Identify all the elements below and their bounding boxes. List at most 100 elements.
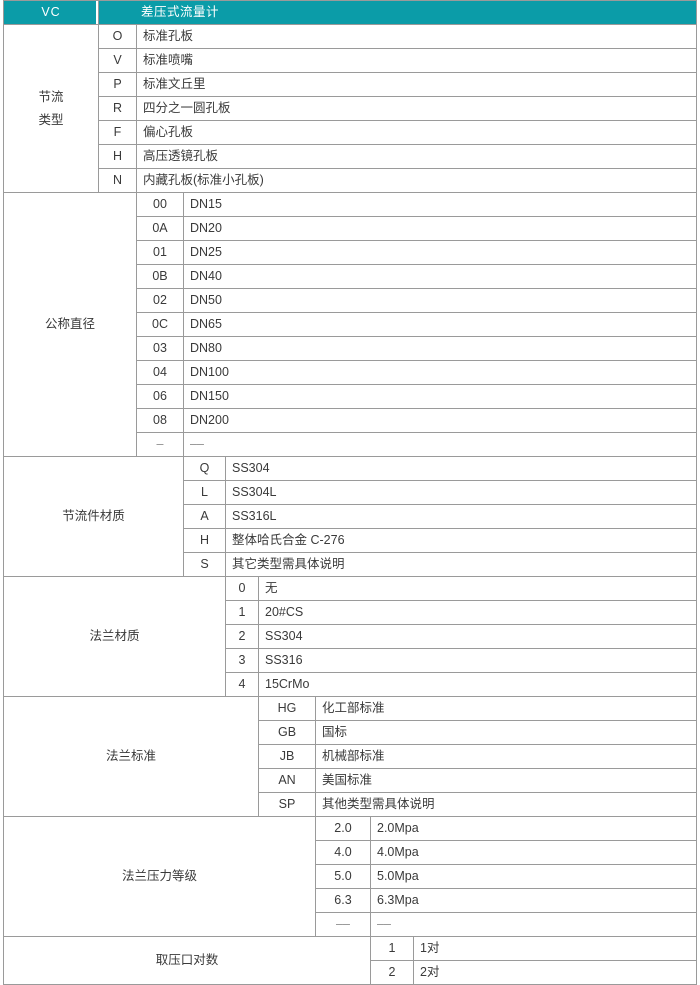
code-cell: 0C <box>136 312 184 337</box>
section-label-line: 节流 <box>38 89 64 104</box>
section-label-line: 法兰压力等级 <box>121 869 197 883</box>
section-label-line: 法兰标准 <box>105 749 156 763</box>
description-cell: –– <box>369 912 698 937</box>
description-cell: SS304 <box>224 456 698 481</box>
code-cell: 03 <box>136 336 184 361</box>
code-cell: 6.3 <box>315 888 371 913</box>
table-row: SP 其他类型需具体说明 <box>4 792 698 817</box>
table-row: A SS316L <box>4 504 698 529</box>
description-cell: DN100 <box>182 360 698 385</box>
code-cell: A <box>183 504 226 529</box>
description-cell: 20#CS <box>257 600 698 625</box>
table-row: 04 DN100 <box>4 360 698 385</box>
code-cell: H <box>183 528 226 553</box>
table-row: AN 美国标准 <box>4 768 698 793</box>
code-cell: N <box>98 168 137 193</box>
section-label-pressure-tap-pairs: 取压口对数 <box>3 936 371 985</box>
table-row: 08 DN200 <box>4 408 698 433</box>
description-cell: DN15 <box>182 192 698 217</box>
code-cell: JB <box>258 744 316 769</box>
description-cell: SS304 <box>257 624 698 649</box>
code-cell: 1 <box>225 600 259 625</box>
section-label-line: 公称直径 <box>44 317 95 331</box>
description-cell: 15CrMo <box>257 672 698 697</box>
code-cell: 4 <box>225 672 259 697</box>
code-cell: SP <box>258 792 316 817</box>
code-cell: 0A <box>136 216 184 241</box>
table-row: H 整体哈氏合金 C-276 <box>4 528 698 553</box>
table-row: N 内藏孔板(标准小孔板) <box>4 168 698 193</box>
code-cell: H <box>98 144 137 169</box>
code-cell: 00 <box>136 192 184 217</box>
table-row: – –– <box>4 432 698 457</box>
product-code-spec-table: VC 差压式流量计 节流 类型 O 标准孔板 V 标准喷嘴 P 标准文丘里 R 四分之一圆孔板 F 偏心孔… <box>3 0 698 985</box>
description-cell: 无 <box>257 576 698 601</box>
description-cell: 标准文丘里 <box>135 72 698 97</box>
description-cell: 化工部标准 <box>314 696 698 721</box>
table-row: 06 DN150 <box>4 384 698 409</box>
table-row: 01 DN25 <box>4 240 698 265</box>
description-cell: DN50 <box>182 288 698 313</box>
description-cell: SS304L <box>224 480 698 505</box>
description-cell: 其他类型需具体说明 <box>314 792 698 817</box>
table-row: 法兰标准 HG 化工部标准 <box>3 696 698 817</box>
code-cell: AN <box>258 768 316 793</box>
table-row: 1 20#CS <box>4 600 698 625</box>
code-cell: L <box>183 480 226 505</box>
table-row: F 偏心孔板 <box>4 120 698 145</box>
table-row: 4 15CrMo <box>4 672 698 697</box>
table-row: H 高压透镜孔板 <box>4 144 698 169</box>
section-label-flange-standard: 法兰标准 <box>3 696 259 817</box>
description-cell: DN80 <box>182 336 698 361</box>
table-row: 3 SS316 <box>4 648 698 673</box>
description-cell: 高压透镜孔板 <box>135 144 698 169</box>
description-cell: 整体哈氏合金 C-276 <box>224 528 698 553</box>
code-cell: 1 <box>370 936 414 961</box>
section-label-nominal-diameter: 公称直径 <box>3 192 137 457</box>
table-row: 法兰压力等级 2.0 2.0Mpa <box>3 816 698 937</box>
code-cell: O <box>98 24 137 49</box>
section-label-throttle-material: 节流件材质 <box>3 456 184 577</box>
description-cell: SS316 <box>257 648 698 673</box>
description-cell: 四分之一圆孔板 <box>135 96 698 121</box>
description-cell: –– <box>182 432 698 457</box>
code-cell: 0B <box>136 264 184 289</box>
section-label-flange-pressure-rating: 法兰压力等级 <box>3 816 316 937</box>
description-cell: DN25 <box>182 240 698 265</box>
description-cell: 标准孔板 <box>135 24 698 49</box>
table-row: 取压口对数 1 1对 <box>3 936 698 985</box>
section-label-line: 法兰材质 <box>89 629 140 643</box>
description-cell: 偏心孔板 <box>135 120 698 145</box>
code-cell: 2 <box>225 624 259 649</box>
table-row: 法兰材质 0 无 <box>3 576 698 697</box>
description-cell: 内藏孔板(标准小孔板) <box>135 168 698 193</box>
table-row: P 标准文丘里 <box>4 72 698 97</box>
table-row: 节流件材质 Q SS304 <box>3 456 698 577</box>
table-row: R 四分之一圆孔板 <box>4 96 698 121</box>
code-cell: GB <box>258 720 316 745</box>
table-row: 6.3 6.3Mpa <box>4 888 698 913</box>
table-row: 5.0 5.0Mpa <box>4 864 698 889</box>
code-cell: V <box>98 48 137 73</box>
table-row: GB 国标 <box>4 720 698 745</box>
description-cell: 1对 <box>412 936 698 961</box>
description-cell: 2对 <box>412 960 698 985</box>
description-cell: DN40 <box>182 264 698 289</box>
code-cell: 02 <box>136 288 184 313</box>
code-cell: 06 <box>136 384 184 409</box>
description-cell: 机械部标准 <box>314 744 698 769</box>
description-cell: DN20 <box>182 216 698 241</box>
table-row: V 标准喷嘴 <box>4 48 698 73</box>
description-cell: DN200 <box>182 408 698 433</box>
table-row: 0C DN65 <box>4 312 698 337</box>
description-cell: DN65 <box>182 312 698 337</box>
code-cell: P <box>98 72 137 97</box>
code-cell: – <box>136 432 184 457</box>
table-row: 节流 类型 O 标准孔板 <box>3 24 698 193</box>
description-cell: SS316L <box>224 504 698 529</box>
code-cell: 2.0 <box>315 816 371 841</box>
description-cell: 国标 <box>314 720 698 745</box>
description-cell: 美国标准 <box>314 768 698 793</box>
section-label-throttle-type: 节流 类型 <box>3 24 99 193</box>
code-cell: S <box>183 552 226 577</box>
